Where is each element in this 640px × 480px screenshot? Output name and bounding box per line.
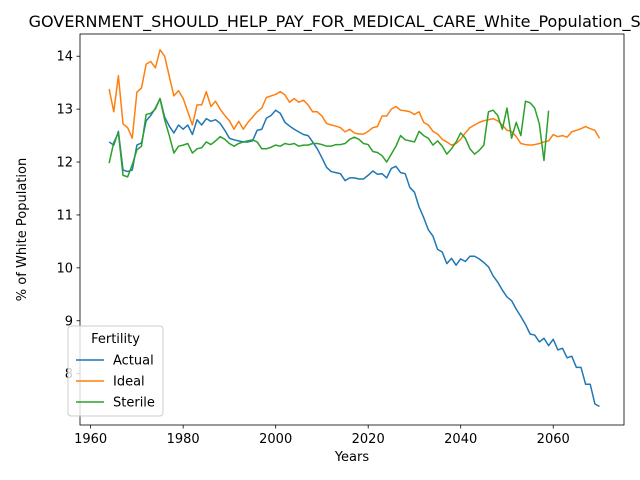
y-tick-label: 13	[56, 103, 73, 118]
series-line-sterile	[108, 97, 550, 178]
series-layer	[108, 49, 601, 408]
x-tick-label: 1980	[167, 432, 200, 447]
legend: Fertility Actual Ideal Sterile	[67, 325, 164, 417]
plot-frame	[79, 33, 625, 426]
y-tick-label: 12	[56, 156, 73, 171]
x-tick-label: 2060	[537, 432, 570, 447]
legend-label-actual: Actual	[113, 354, 154, 369]
y-axis-label: % of White Population	[15, 158, 30, 301]
x-tick-label: 2020	[352, 432, 385, 447]
x-tick-label: 1960	[74, 432, 107, 447]
series-line-actual	[108, 97, 600, 408]
legend-title: Fertility	[91, 332, 140, 347]
y-tick-label: 9	[65, 314, 73, 329]
x-axis-label: Years	[334, 450, 370, 465]
legend-label-sterile: Sterile	[113, 396, 155, 411]
y-tick-label: 14	[56, 50, 73, 65]
x-tick-label: 2000	[259, 432, 292, 447]
legend-box	[67, 325, 164, 417]
y-tick-label: 10	[56, 261, 73, 276]
legend-label-ideal: Ideal	[113, 375, 145, 390]
chart-title: GOVERNMENT_SHOULD_HELP_PAY_FOR_MEDICAL_C…	[29, 12, 640, 32]
x-tick-label: 2040	[444, 432, 477, 447]
y-tick-label: 11	[56, 208, 73, 223]
series-line-ideal	[108, 49, 601, 146]
x-axis: 1960 1980 2000 2020 2040 2060	[74, 425, 570, 447]
